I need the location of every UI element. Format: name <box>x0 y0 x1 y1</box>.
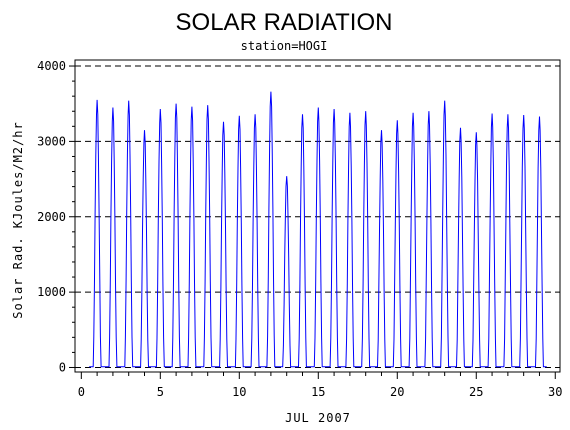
x-axis-label: JUL 2007 <box>285 411 351 425</box>
y-tick-label: 2000 <box>37 210 66 224</box>
y-tick-label: 4000 <box>37 59 66 73</box>
chart-title: SOLAR RADIATION <box>176 9 393 36</box>
plot-frame <box>74 59 561 373</box>
x-tick-label: 10 <box>232 385 246 399</box>
x-tick-label: 5 <box>157 385 164 399</box>
series-layer <box>89 91 547 368</box>
series-line-solar-radiation <box>89 91 547 368</box>
x-axis: 0 5 10 15 20 25 30 <box>78 372 562 399</box>
y-tick-label: 0 <box>59 360 66 374</box>
x-tick-label: 30 <box>548 385 562 399</box>
chart-subtitle: station=HOGI <box>241 39 328 53</box>
x-tick-label: 20 <box>390 385 404 399</box>
y-axis: 0 1000 2000 3000 4000 <box>37 59 75 374</box>
y-axis-label: Solar Rad. KJoules/M2/hr <box>11 121 25 318</box>
y-tick-label: 3000 <box>37 134 66 148</box>
y-tick-label: 1000 <box>37 285 66 299</box>
x-tick-label: 25 <box>469 385 483 399</box>
x-tick-label: 0 <box>78 385 85 399</box>
x-tick-label: 15 <box>311 385 325 399</box>
